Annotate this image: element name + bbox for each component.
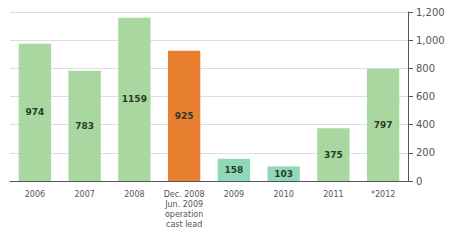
svg-text:200: 200 [416,147,435,158]
svg-text:925: 925 [175,111,194,121]
svg-text:Jun. 2009: Jun. 2009 [164,200,203,209]
svg-text:2006: 2006 [25,190,45,199]
svg-text:1,200: 1,200 [416,7,445,18]
svg-text:797: 797 [374,120,393,130]
svg-text:158: 158 [224,165,243,175]
svg-text:1,000: 1,000 [416,35,445,46]
svg-text:1159: 1159 [122,94,147,104]
svg-text:2010: 2010 [273,190,293,199]
svg-text:2009: 2009 [224,190,244,199]
svg-text:operation: operation [165,210,203,219]
svg-text:2011: 2011 [323,190,343,199]
svg-text:400: 400 [416,119,435,130]
svg-text:*2012: *2012 [371,190,395,199]
svg-text:cast lead: cast lead [166,220,202,229]
svg-text:2008: 2008 [124,190,144,199]
svg-text:974: 974 [25,107,44,117]
svg-text:103: 103 [274,169,293,179]
svg-text:800: 800 [416,63,435,74]
svg-text:Dec. 2008: Dec. 2008 [164,190,205,199]
svg-text:375: 375 [324,150,343,160]
svg-text:2007: 2007 [74,190,94,199]
svg-text:600: 600 [416,91,435,102]
svg-text:0: 0 [416,176,422,187]
svg-text:783: 783 [75,121,94,131]
